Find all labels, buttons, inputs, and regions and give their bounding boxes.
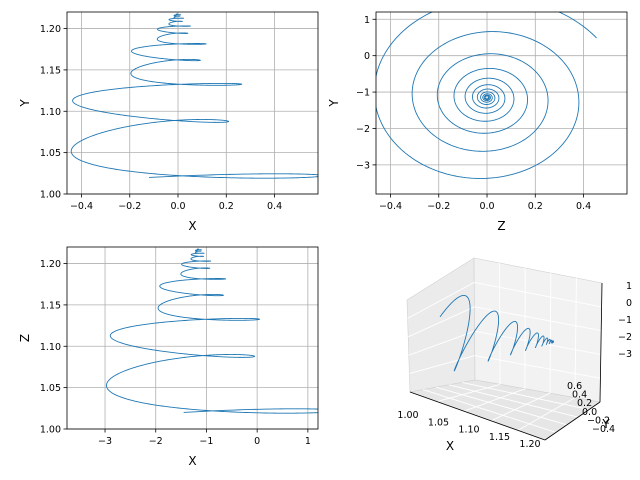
pane-gridline <box>422 389 557 433</box>
x-tick-label: 0.0 <box>479 201 494 212</box>
x-axis-label: Z <box>497 219 505 233</box>
y-tick-label: 1.15 <box>40 65 61 76</box>
x-tick-label: 1.00 <box>397 410 418 421</box>
x-axis-label: X <box>188 219 196 233</box>
pane-gridline <box>409 355 475 375</box>
y-axis-line <box>544 401 601 441</box>
x-tick-label: 1.10 <box>458 425 479 436</box>
series-line-3d <box>439 294 555 372</box>
z-tick-label: −3 <box>618 349 632 360</box>
series-line <box>70 13 318 179</box>
x-axis-line <box>409 391 546 441</box>
x-axis-label: X <box>188 454 196 468</box>
axes-frame <box>66 11 319 195</box>
y-tick-label: 1.10 <box>40 107 61 118</box>
y-tick-label: 1.20 <box>40 24 61 35</box>
series-line <box>106 248 318 414</box>
back-pane <box>473 257 603 403</box>
y-tick-label: 1.05 <box>40 148 61 159</box>
z-tick-label: 0 <box>626 298 632 309</box>
axes-frame <box>66 246 319 430</box>
y-tick-label: −0.2 <box>587 415 610 426</box>
x-tick-label: −3 <box>98 436 112 447</box>
x-tick-label: −0.4 <box>379 201 402 212</box>
y-tick-label: 0.6 <box>567 381 582 392</box>
pane-gridline <box>474 306 602 332</box>
x-tick-label: 0.0 <box>170 201 185 212</box>
x-axis-label: X <box>446 439 454 453</box>
y-tick-label: −0.4 <box>592 424 615 435</box>
chart-panel-3: −3 −2 −1 0 1 1.00 1.05 1.10 1.15 1.20 X Z <box>18 246 319 468</box>
x-tick-label: 0.2 <box>528 201 543 212</box>
x-tick-label: 0.4 <box>576 201 591 212</box>
x-tick-label: −2 <box>149 436 163 447</box>
y-axis-label: Y <box>601 417 610 431</box>
y-tick-label: 0 <box>364 51 370 62</box>
y-axis-label: Y <box>327 99 341 108</box>
x-tick-label: 1.20 <box>519 439 540 450</box>
series-line <box>376 12 597 179</box>
chart-panel-2: −0.4 −0.2 0.0 0.2 0.4 −3 −2 −1 0 1 Z Y <box>327 11 628 233</box>
z-tick-label: 1 <box>626 281 632 292</box>
pane-gridline <box>436 383 501 403</box>
pane-gridline <box>407 282 475 319</box>
pane-gridline <box>448 384 579 418</box>
pane-gridline <box>474 281 602 308</box>
pane-gridline <box>408 330 475 356</box>
pane-gridline <box>435 386 568 426</box>
chart-panel-1: −0.4 −0.2 0.0 0.2 0.4 1.00 1.05 1.10 1.15 1.20 X Y <box>18 11 319 233</box>
y-axis-label: Y <box>18 99 32 108</box>
x-tick-label: −1 <box>199 436 213 447</box>
x-tick-label: 0 <box>254 436 260 447</box>
x-tick-label: 1.15 <box>489 432 510 443</box>
pane-gridline <box>474 355 601 379</box>
x-tick-label: 1.05 <box>428 417 449 428</box>
y-axis-label: Z <box>18 334 32 342</box>
x-tick-label: 0.4 <box>267 201 282 212</box>
y-tick-label: 0.4 <box>572 390 587 401</box>
pane-gridline <box>463 388 526 412</box>
z-tick-label: −1 <box>618 315 632 326</box>
y-tick-label: 0.0 <box>582 407 597 418</box>
x-tick-label: −0.2 <box>118 201 141 212</box>
pane-gridline <box>549 272 552 394</box>
y-tick-label: −2 <box>356 124 370 135</box>
y-tick-label: 0.2 <box>577 398 592 409</box>
y-tick-label: −3 <box>356 160 370 171</box>
x-tick-label: 0.2 <box>219 201 234 212</box>
y-tick-label: 1.15 <box>40 300 61 311</box>
pane-gridline <box>574 277 577 398</box>
y-tick-label: 1.10 <box>40 342 61 353</box>
pane-gridline <box>461 381 590 411</box>
x-tick-label: 1 <box>305 436 311 447</box>
axes-frame <box>375 11 628 195</box>
y-tick-label: −1 <box>356 88 370 99</box>
pane-gridline <box>408 306 475 338</box>
y-tick-label: 1.05 <box>40 383 61 394</box>
y-tick-label: 1.00 <box>40 190 61 201</box>
x-tick-label: −0.2 <box>427 201 450 212</box>
z-tick-label: −2 <box>618 332 632 343</box>
y-tick-label: 1.00 <box>40 425 61 436</box>
y-tick-label: 1.20 <box>40 259 61 270</box>
chart-panel-4: 1.00 1.05 1.10 1.15 1.20 −0.4−0.20.00.20.40.6… <box>397 257 632 453</box>
pane-gridline <box>517 397 576 431</box>
x-tick-label: −0.4 <box>70 201 93 212</box>
y-tick-label: 1 <box>364 15 370 26</box>
pane-gridline <box>490 392 551 422</box>
z-axis-line <box>599 282 603 403</box>
